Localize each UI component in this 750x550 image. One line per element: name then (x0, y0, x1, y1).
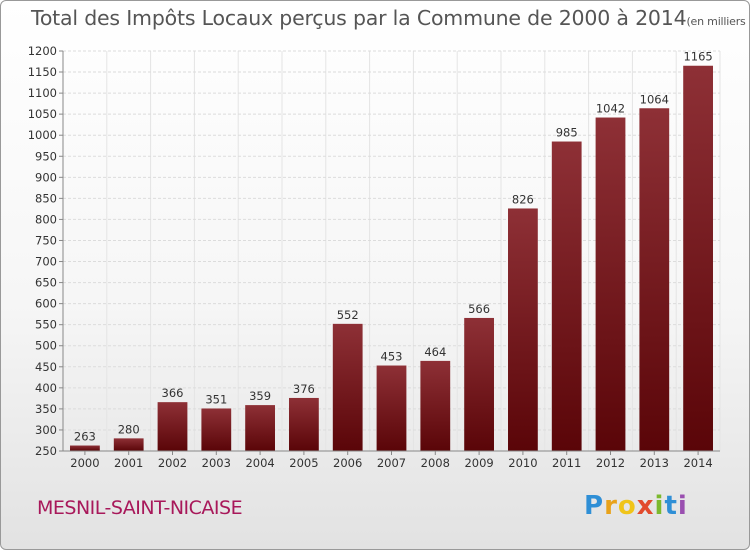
data-label: 826 (512, 192, 534, 206)
data-label: 1042 (596, 102, 625, 116)
y-tick-label: 350 (35, 402, 57, 416)
y-tick-label: 650 (35, 276, 57, 290)
proxiti-logo: Proxiti (584, 491, 688, 521)
data-label: 376 (293, 382, 315, 396)
chart-title-text: Total des Impôts Locaux perçus par la Co… (31, 6, 687, 30)
y-tick-label: 1000 (28, 128, 57, 142)
x-tick-label: 2006 (333, 456, 362, 470)
bar (595, 117, 626, 452)
y-tick-label: 700 (35, 255, 57, 269)
logo-letter: o (617, 491, 637, 521)
y-tick-label: 1150 (28, 65, 57, 79)
bar (289, 397, 319, 451)
x-axis: 2000 2001 2002 2003 2004 2005 2006 2007 2008 2009… (63, 450, 720, 470)
y-tick-label: 500 (35, 339, 57, 353)
y-tick-label: 800 (35, 212, 57, 226)
data-label: 1165 (683, 50, 712, 64)
data-label: 366 (162, 386, 184, 400)
y-axis: 250 300 350 400 450 500 550 600 650 700 750 800 850 9… (28, 44, 64, 458)
logo-letter: i (677, 491, 688, 521)
bar (508, 208, 538, 451)
bar (639, 108, 670, 452)
data-label: 985 (556, 126, 578, 140)
y-tick-label: 1200 (28, 44, 57, 58)
x-tick-label: 2011 (552, 456, 581, 470)
data-label: 280 (118, 422, 140, 436)
data-label: 464 (424, 345, 446, 359)
x-tick-label: 2000 (70, 456, 99, 470)
logo-letter: P (584, 491, 605, 521)
data-label: 566 (468, 302, 490, 316)
data-label: 263 (74, 430, 96, 444)
chart-title: Total des Impôts Locaux perçus par la Co… (31, 6, 749, 30)
data-label: 552 (337, 308, 359, 322)
bar (245, 405, 275, 451)
bar (70, 445, 100, 451)
x-tick-label: 2005 (289, 456, 318, 470)
logo-letter: i (654, 491, 665, 521)
y-tick-label: 250 (35, 444, 57, 458)
bar (683, 65, 713, 451)
data-label: 359 (249, 389, 271, 403)
x-tick-label: 2004 (245, 456, 274, 470)
y-tick-label: 1100 (28, 86, 57, 100)
y-tick-label: 550 (35, 318, 57, 332)
x-tick-label: 2007 (377, 456, 406, 470)
bar (157, 402, 188, 451)
y-tick-label: 1050 (28, 107, 57, 121)
x-tick-label: 2010 (508, 456, 537, 470)
bar (113, 438, 144, 451)
data-label: 351 (205, 392, 227, 406)
data-label: 1064 (640, 92, 669, 106)
bar (332, 323, 363, 451)
bar (551, 141, 582, 452)
y-tick-label: 300 (35, 423, 57, 437)
y-tick-label: 850 (35, 191, 57, 205)
x-tick-label: 2012 (596, 456, 625, 470)
chart-unit: (en milliers d'€) (686, 15, 749, 28)
logo-letter: x (636, 491, 655, 521)
bar (464, 317, 494, 451)
y-tick-label: 450 (35, 360, 57, 374)
bar (420, 360, 451, 451)
x-tick-label: 2013 (640, 456, 669, 470)
y-tick-label: 600 (35, 297, 57, 311)
y-tick-label: 750 (35, 233, 57, 247)
x-tick-label: 2014 (683, 456, 712, 470)
logo-letter: t (664, 491, 678, 521)
bars: 263 280 366 351 359 376 552 453 464 566 826 985 1042… (70, 50, 713, 452)
x-tick-label: 2003 (202, 456, 231, 470)
data-label: 453 (381, 350, 403, 364)
y-tick-label: 950 (35, 149, 57, 163)
x-tick-label: 2008 (421, 456, 450, 470)
x-tick-label: 2009 (464, 456, 493, 470)
logo-letter: r (604, 491, 618, 521)
y-tick-label: 400 (35, 381, 57, 395)
x-tick-label: 2001 (114, 456, 143, 470)
y-tick-label: 900 (35, 170, 57, 184)
x-tick-label: 2002 (158, 456, 187, 470)
bar (376, 365, 407, 451)
bar (201, 408, 232, 451)
commune-name: MESNIL-SAINT-NICAISE (37, 497, 243, 519)
